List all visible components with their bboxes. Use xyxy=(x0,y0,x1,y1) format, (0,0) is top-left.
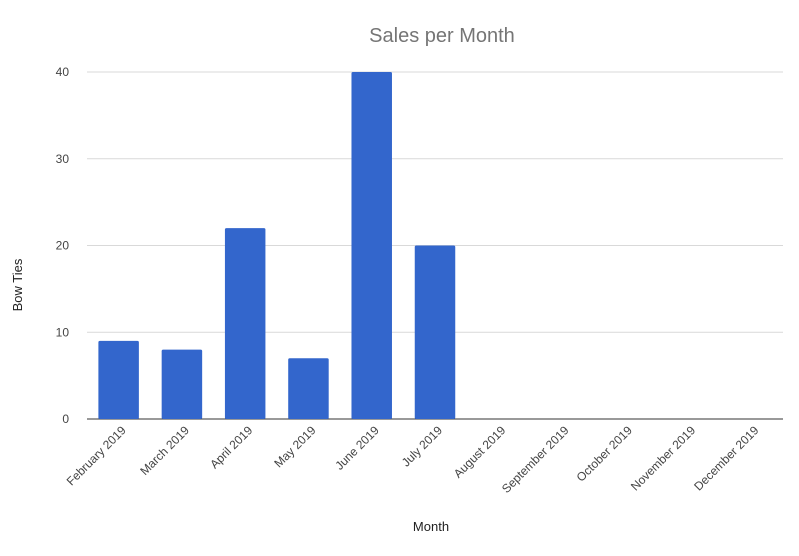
bar xyxy=(351,72,392,419)
bar xyxy=(414,245,456,419)
bar xyxy=(161,349,203,419)
x-tick-label: May 2019 xyxy=(271,423,318,470)
x-tick-label: September 2019 xyxy=(499,423,572,496)
x-tick-label: August 2019 xyxy=(451,423,509,481)
bar xyxy=(224,228,266,419)
x-tick-label: November 2019 xyxy=(628,423,699,494)
y-tick-label: 0 xyxy=(62,412,69,426)
bar xyxy=(288,358,329,419)
bars xyxy=(98,72,456,419)
y-tick-labels: 0 10 20 30 40 xyxy=(56,65,70,426)
y-tick-label: 30 xyxy=(56,152,70,166)
x-tick-label: October 2019 xyxy=(574,423,636,485)
y-tick-label: 10 xyxy=(56,325,70,339)
x-tick-label: June 2019 xyxy=(332,423,382,473)
y-axis-label: Bow Ties xyxy=(10,258,25,311)
x-tick-label: July 2019 xyxy=(399,423,445,469)
chart-title: Sales per Month xyxy=(369,25,515,47)
x-tick-label: February 2019 xyxy=(64,423,129,488)
y-tick-label: 20 xyxy=(56,239,70,253)
x-tick-label: April 2019 xyxy=(207,423,255,471)
y-tick-label: 40 xyxy=(56,65,70,79)
x-tick-label: December 2019 xyxy=(691,423,762,494)
x-tick-label: March 2019 xyxy=(137,423,192,478)
x-axis-label: Month xyxy=(413,519,449,534)
x-tick-labels: February 2019 March 2019 April 2019 May 201… xyxy=(64,423,762,496)
bar xyxy=(98,340,139,419)
